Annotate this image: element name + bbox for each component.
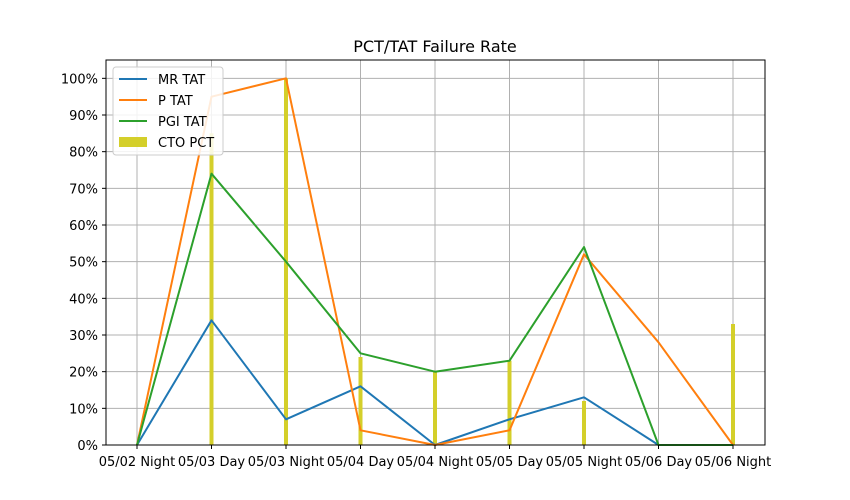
cto-pct-bar	[582, 401, 586, 445]
pgi-tat-line	[136, 172, 733, 446]
y-tick-label: 60%	[69, 219, 98, 234]
cto-pct-bar	[209, 133, 214, 446]
tick-layer: 05/02 Night 05/03 Day 05/03 Night 05/04 Day…	[61, 72, 771, 470]
x-tick-label: 05/04 Day	[327, 455, 395, 470]
y-tick-label: 70%	[69, 182, 98, 197]
y-tick-label: 100%	[61, 72, 98, 87]
y-tick-label: 20%	[69, 366, 98, 381]
x-tick-label: 05/06 Day	[625, 455, 693, 470]
y-tick-label: 90%	[69, 109, 98, 124]
legend: MR TAT P TAT PGI TAT CTO PCT	[112, 66, 224, 156]
y-tick-label: 10%	[69, 402, 98, 417]
legend-label: PGI TAT	[158, 115, 207, 130]
chart-title: PCT/TAT Failure Rate	[353, 37, 517, 56]
cto-pct-bar	[358, 357, 363, 445]
cto-pct-bar	[433, 371, 437, 445]
x-tick-label: 05/03 Night	[248, 455, 325, 470]
x-tick-label: 05/04 Night	[397, 455, 474, 470]
legend-box	[112, 66, 224, 156]
x-tick-label: 05/03 Day	[178, 455, 246, 470]
x-tick-label: 05/06 Night	[695, 455, 772, 470]
cto-pct-bar	[731, 324, 735, 445]
cto-pct-bar	[507, 360, 512, 445]
y-tick-label: 30%	[69, 329, 98, 344]
y-tick-label: 0%	[77, 439, 98, 454]
legend-label: CTO PCT	[158, 136, 214, 151]
legend-label: MR TAT	[158, 73, 205, 88]
y-tick-label: 40%	[69, 292, 98, 307]
x-tick-label: 05/05 Day	[476, 455, 544, 470]
grid-layer	[106, 60, 765, 446]
legend-swatch	[119, 137, 147, 147]
y-tick-label: 80%	[69, 146, 98, 161]
legend-label: P TAT	[158, 94, 193, 109]
x-tick-label: 05/02 Night	[99, 455, 176, 470]
y-tick-label: 50%	[69, 256, 98, 271]
x-tick-label: 05/05 Night	[546, 455, 623, 470]
